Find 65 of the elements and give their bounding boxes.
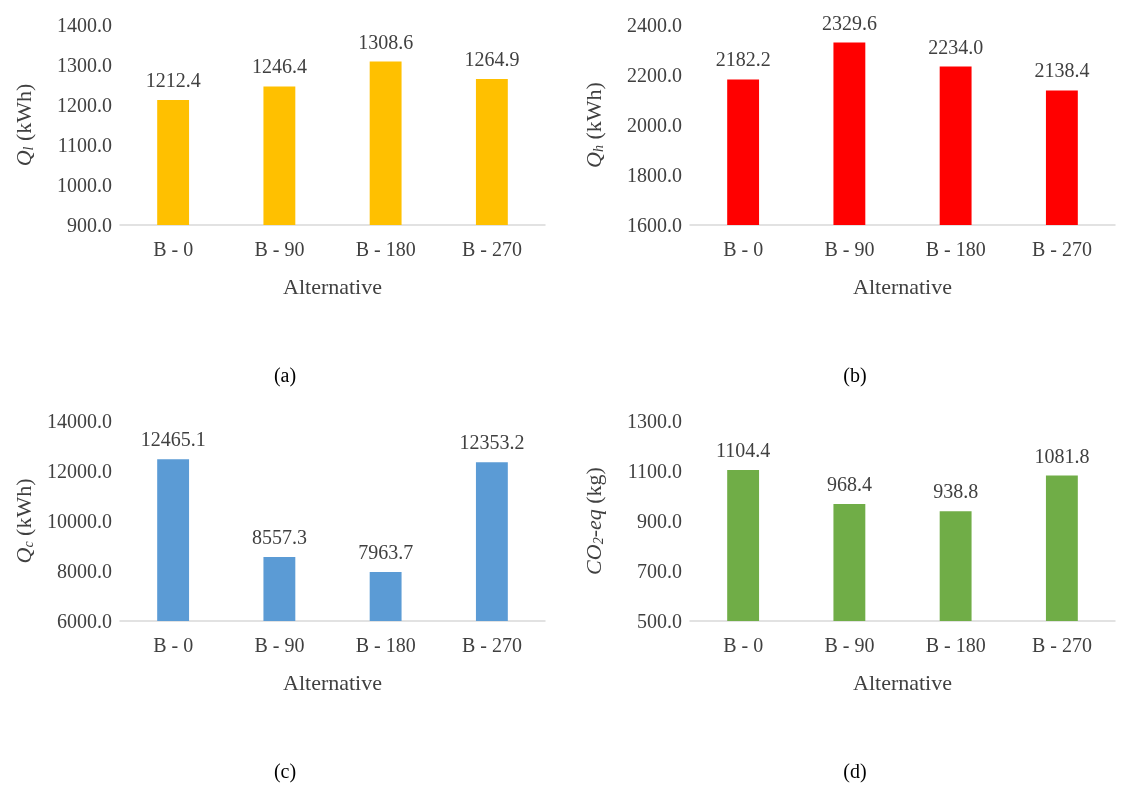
data-label: 7963.7 <box>358 540 414 563</box>
y-tick-label: 2400.0 <box>627 14 682 36</box>
x-tick-label: B - 270 <box>1031 633 1092 656</box>
x-tick-label: B - 0 <box>153 633 194 656</box>
data-label: 1212.4 <box>145 69 201 92</box>
data-label: 2182.2 <box>715 48 771 71</box>
y-tick-label: 1300.0 <box>57 54 112 76</box>
x-tick-label: B - 180 <box>925 633 986 656</box>
x-tick-label: B - 90 <box>824 633 875 656</box>
y-tick-label: 1400.0 <box>57 14 112 36</box>
data-label: 12465.1 <box>140 427 206 450</box>
text: (d) <box>843 759 867 783</box>
y-tick-label: 1800.0 <box>627 164 682 186</box>
data-label: 2329.6 <box>821 11 877 34</box>
data-label: 968.4 <box>826 472 872 495</box>
data-label: 1081.8 <box>1034 444 1090 467</box>
x-tick-label: B - 90 <box>254 633 305 656</box>
data-label: 2138.4 <box>1034 59 1090 82</box>
text: (a) <box>273 364 297 387</box>
x-tick-label: B - 180 <box>355 633 416 656</box>
x-axis-title: Alternative <box>853 273 952 299</box>
x-axis-title: Alternative <box>283 669 382 694</box>
text: (c) <box>273 759 297 783</box>
data-label: 1246.4 <box>251 55 307 78</box>
y-tick-label: 1100.0 <box>627 459 682 482</box>
y-tick-label: 700.0 <box>637 559 682 582</box>
data-label: 8557.3 <box>251 525 307 548</box>
y-tick-label: 900.0 <box>67 214 112 236</box>
x-tick-label: B - 270 <box>461 633 522 656</box>
x-tick-label: B - 90 <box>254 238 305 260</box>
y-tick-label: 2200.0 <box>627 64 682 86</box>
y-tick-label: 900.0 <box>637 509 682 532</box>
y-tick-label: 1200.0 <box>57 94 112 116</box>
x-tick-label: B - 180 <box>355 238 416 260</box>
y-tick-label: 14000.0 <box>47 409 112 432</box>
data-label: 1104.4 <box>715 438 771 461</box>
data-label: 2234.0 <box>928 35 984 58</box>
y-axis-title: Qh (kWh) <box>580 82 606 168</box>
y-tick-label: 1600.0 <box>627 214 682 236</box>
y-tick-label: 1100.0 <box>57 134 112 156</box>
x-axis-title: Alternative <box>283 273 382 299</box>
x-tick-label: B - 0 <box>153 238 194 260</box>
y-tick-label: 1000.0 <box>57 174 112 196</box>
x-tick-label: B - 0 <box>723 238 764 260</box>
y-tick-label: 8000.0 <box>57 559 112 582</box>
y-tick-label: 1300.0 <box>627 409 682 432</box>
x-tick-label: B - 90 <box>824 238 875 260</box>
y-tick-label: 12000.0 <box>47 459 112 482</box>
y-tick-label: 6000.0 <box>57 609 112 632</box>
data-label: 1264.9 <box>464 48 520 71</box>
y-axis-title: CO2-eq (kg) <box>580 466 606 575</box>
x-tick-label: B - 270 <box>461 238 522 260</box>
x-tick-label: B - 0 <box>723 633 764 656</box>
data-label: 12353.2 <box>459 430 525 453</box>
y-tick-label: 500.0 <box>637 609 682 632</box>
x-axis-title: Alternative <box>853 669 952 694</box>
x-tick-label: B - 180 <box>925 238 986 260</box>
data-label: 1308.6 <box>358 30 414 53</box>
data-label: 938.8 <box>933 479 979 502</box>
y-axis-title: Qc (kWh) <box>10 477 36 564</box>
y-axis-title: Ql (kWh) <box>10 83 36 167</box>
y-tick-label: 10000.0 <box>47 509 112 532</box>
y-tick-label: 2000.0 <box>627 114 682 136</box>
text: (b) <box>843 364 867 387</box>
x-tick-label: B - 270 <box>1031 238 1092 260</box>
